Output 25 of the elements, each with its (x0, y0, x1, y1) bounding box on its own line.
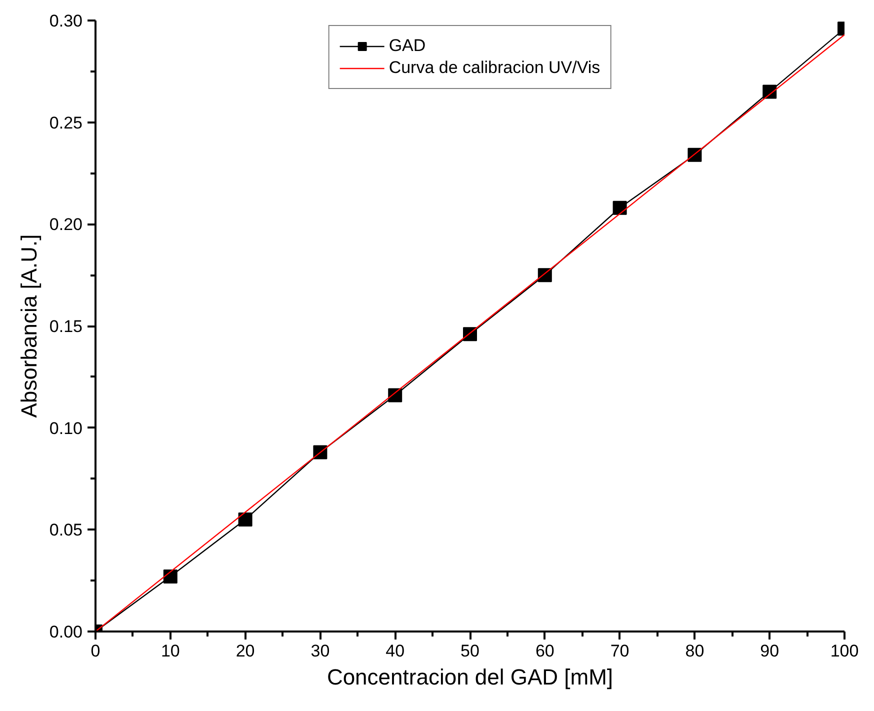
point (238, 512, 252, 526)
x-tick-label: 0 (90, 642, 100, 660)
y-tick-label: 0.10 (49, 418, 83, 438)
y-axis-title: Absorbancia [A.U.] (16, 234, 42, 418)
x-tick-label: 20 (236, 642, 255, 660)
y-tick-label: 0.30 (49, 12, 83, 30)
x-tick-label: 30 (310, 642, 330, 660)
x-tick-label: 50 (460, 642, 480, 660)
y-tick-label: 0.20 (49, 215, 83, 234)
legend-label: Curva de calibracion UV/Vis (388, 58, 600, 78)
x-tick-label: 100 (830, 642, 859, 660)
x-tick-label: 10 (160, 642, 180, 660)
x-tick-label: 80 (685, 642, 704, 660)
y-tick-label: 0.05 (49, 520, 83, 540)
x-tick-label: 60 (535, 642, 554, 660)
x-tick-label: 90 (760, 642, 780, 660)
y-tick-label: 0.15 (49, 317, 83, 336)
x-axis-title: Concentracion del GAD [mM] (326, 664, 614, 690)
y-tick-label: 0.00 (49, 622, 83, 642)
x-tick-label: 70 (610, 642, 630, 660)
point (612, 200, 627, 215)
point (163, 570, 178, 584)
x-tick-label: 40 (386, 642, 405, 660)
legend-label: GAD (388, 36, 426, 56)
y-tick-label: 0.25 (49, 113, 83, 132)
